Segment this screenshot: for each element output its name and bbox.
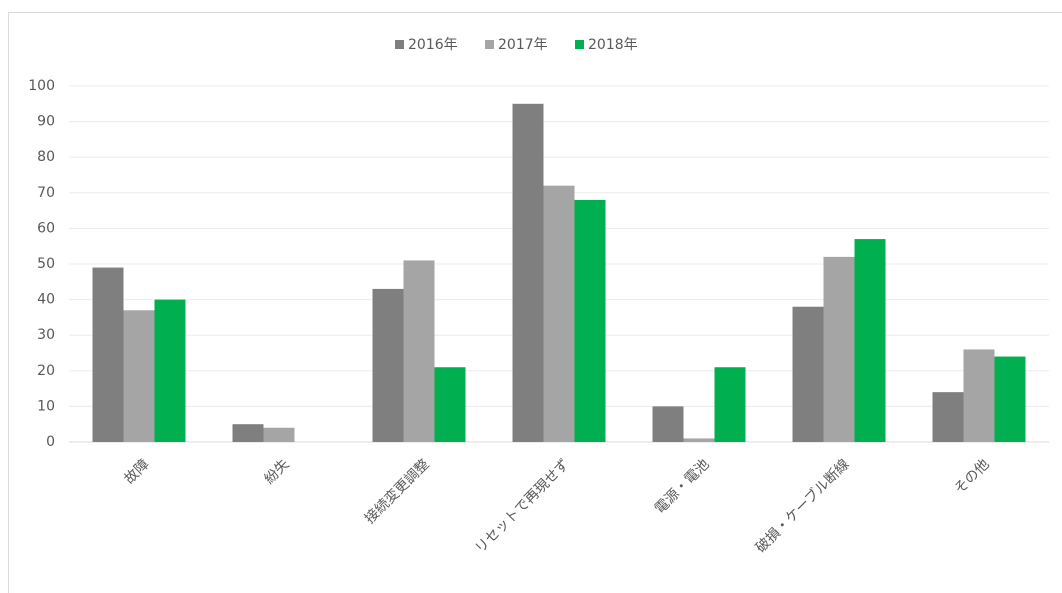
y-tick-label: 40 bbox=[37, 292, 55, 308]
bar bbox=[92, 267, 124, 442]
x-tick-label: 故障 bbox=[122, 456, 153, 487]
y-tick-label: 80 bbox=[37, 149, 55, 165]
bar bbox=[932, 392, 964, 442]
bar bbox=[372, 288, 404, 442]
bar bbox=[963, 349, 995, 442]
y-tick-label: 20 bbox=[37, 363, 55, 379]
legend-swatch bbox=[395, 40, 404, 49]
x-tick-label: 接続変更調整 bbox=[361, 456, 432, 527]
chart-border bbox=[8, 12, 1062, 593]
y-tick-label: 90 bbox=[37, 114, 55, 130]
y-tick-label: 0 bbox=[46, 434, 55, 450]
y-tick-label: 50 bbox=[37, 256, 55, 272]
x-tick-label: リセットで再現せず bbox=[472, 456, 572, 556]
bar bbox=[403, 260, 435, 442]
x-tick-label: 紛失 bbox=[262, 456, 293, 487]
y-tick-label: 60 bbox=[37, 220, 55, 236]
legend-label: 2017年 bbox=[498, 37, 548, 53]
bar bbox=[512, 103, 544, 443]
y-tick-label: 10 bbox=[37, 398, 55, 414]
legend-swatch bbox=[485, 40, 494, 49]
legend-label: 2016年 bbox=[408, 37, 458, 53]
x-tick-label: その他 bbox=[952, 456, 993, 497]
x-tick-label: 電源・電池 bbox=[652, 456, 713, 517]
bar bbox=[652, 406, 684, 442]
legend-label: 2018年 bbox=[588, 37, 638, 53]
bar bbox=[263, 427, 295, 442]
bar bbox=[683, 438, 715, 442]
bar bbox=[154, 299, 186, 442]
x-tick-label: 破損・ケーブル断線 bbox=[752, 456, 853, 557]
bar bbox=[994, 356, 1026, 442]
bar bbox=[792, 306, 824, 442]
bar bbox=[434, 367, 466, 442]
legend-swatch bbox=[575, 40, 584, 49]
bar bbox=[543, 185, 575, 442]
y-tick-label: 70 bbox=[37, 185, 55, 201]
y-tick-label: 100 bbox=[28, 78, 55, 94]
bar bbox=[714, 367, 746, 442]
bar bbox=[123, 310, 155, 442]
y-tick-label: 30 bbox=[37, 327, 55, 343]
bar bbox=[823, 256, 855, 442]
bar bbox=[232, 424, 264, 442]
bar bbox=[854, 239, 886, 442]
bar bbox=[574, 199, 606, 442]
